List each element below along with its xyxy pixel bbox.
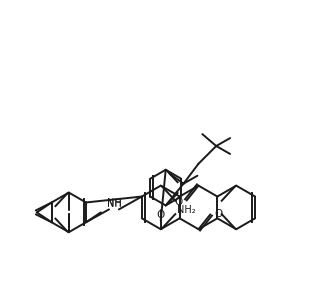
Text: O: O bbox=[175, 198, 183, 208]
Text: NH: NH bbox=[106, 198, 121, 208]
Text: NH: NH bbox=[106, 199, 121, 209]
Text: O: O bbox=[214, 209, 223, 219]
Text: O: O bbox=[156, 210, 165, 220]
Text: NH₂: NH₂ bbox=[177, 206, 196, 216]
